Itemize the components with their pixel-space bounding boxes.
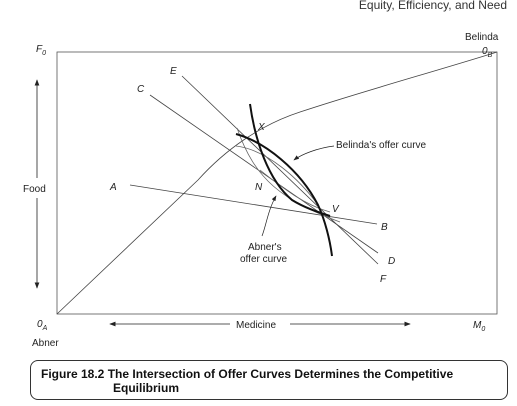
line-label-a: A (109, 182, 117, 193)
abner-offer-pointer (261, 195, 277, 237)
medicine-axis-label: Medicine (236, 320, 276, 331)
indifference-curve-3 (259, 169, 331, 213)
point-label-x: X (257, 122, 265, 133)
edgeworth-box (56, 51, 498, 315)
line-label-e: E (170, 66, 177, 77)
point-label-n: N (255, 182, 263, 193)
figure-caption-line1: The Intersection of Offer Curves Determi… (107, 367, 454, 381)
contract-curve (56, 51, 498, 315)
belinda-offer-curve (235, 133, 333, 257)
price-line-cd (149, 94, 379, 254)
figure-number: Figure 18.2 (41, 367, 105, 381)
origin-b-label: 0B (482, 46, 493, 59)
abner-label: Abner (32, 338, 59, 349)
abner-offer-curve-label-line1: Abner's (248, 242, 282, 253)
figure-caption-line2: Equilibrium (113, 381, 179, 395)
origin-a-label: 0A (37, 319, 48, 332)
line-label-b: B (381, 222, 388, 233)
indifference-curve-1 (236, 127, 341, 223)
price-line-ef (181, 75, 379, 265)
point-label-v: V (332, 204, 340, 215)
food-axis-label: Food (23, 184, 46, 195)
edgeworth-box-diagram: Food Medicine Belinda 0B F0 0A Abner M0 … (23, 32, 499, 349)
running-header: Equity, Efficiency, and Need (358, 0, 507, 12)
belinda-offer-curve-label: Belinda's offer curve (336, 140, 427, 151)
abner-offer-curve-label-line2: offer curve (240, 254, 287, 265)
line-label-c: C (137, 84, 145, 95)
m0-label: M0 (473, 320, 485, 333)
belinda-label: Belinda (465, 32, 499, 43)
price-line-ab (129, 184, 378, 225)
line-label-d: D (388, 256, 395, 267)
f0-label: F0 (36, 44, 46, 57)
belinda-offer-pointer (293, 145, 335, 161)
abner-offer-curve (249, 103, 331, 217)
line-label-f: F (380, 274, 387, 285)
indifference-curve-2 (235, 145, 319, 206)
figure-caption: Figure 18.2 The Intersection of Offer Cu… (30, 360, 508, 400)
